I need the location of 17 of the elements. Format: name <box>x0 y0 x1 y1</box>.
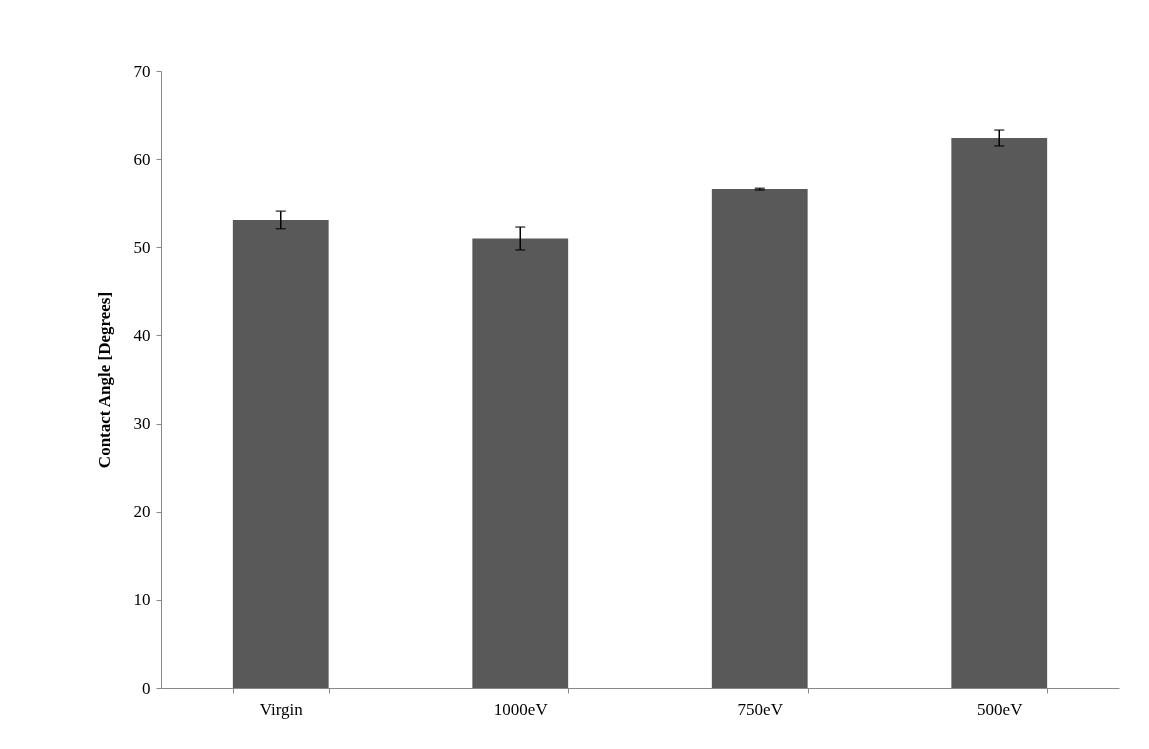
y-tick-label: 10 <box>133 590 151 610</box>
x-tick-label: 750eV <box>737 699 784 719</box>
bar <box>951 137 1048 688</box>
y-tick-label: 50 <box>133 237 151 257</box>
y-tick-label: 70 <box>133 61 151 81</box>
y-tick-label: 0 <box>142 678 151 698</box>
x-tick-label: 1000eV <box>493 699 549 719</box>
bar <box>472 238 569 688</box>
x-tick-label: 500eV <box>977 699 1024 719</box>
bar <box>232 219 329 688</box>
y-tick-label: 20 <box>133 502 151 522</box>
bar <box>711 189 808 688</box>
x-tick-label: Virgin <box>259 699 304 719</box>
y-tick-label: 40 <box>133 325 151 345</box>
y-tick-label: 60 <box>133 149 151 169</box>
y-axis-title: Contact Angle [Degrees] <box>94 291 114 469</box>
y-tick-label: 30 <box>133 414 151 434</box>
